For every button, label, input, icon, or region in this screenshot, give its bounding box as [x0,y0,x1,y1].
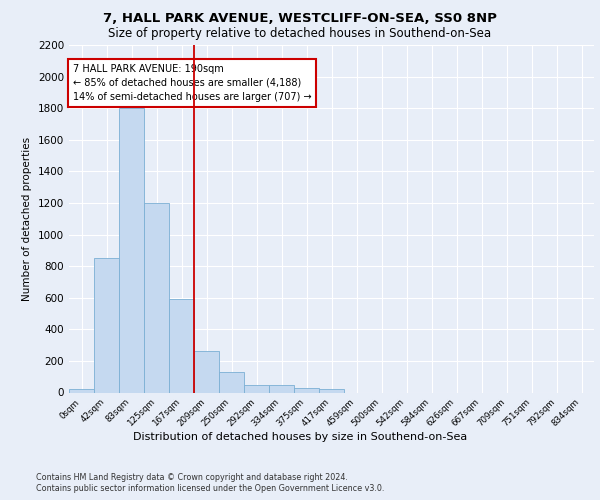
Text: Contains public sector information licensed under the Open Government Licence v3: Contains public sector information licen… [36,484,385,493]
Bar [94,258,119,392]
Y-axis label: Number of detached properties: Number of detached properties [22,136,32,301]
Bar [194,352,219,393]
Bar [119,108,144,393]
Bar [69,388,94,392]
Text: 7, HALL PARK AVENUE, WESTCLIFF-ON-SEA, SS0 8NP: 7, HALL PARK AVENUE, WESTCLIFF-ON-SEA, S… [103,12,497,26]
Bar [169,300,194,392]
Text: Size of property relative to detached houses in Southend-on-Sea: Size of property relative to detached ho… [109,28,491,40]
Text: 7 HALL PARK AVENUE: 190sqm
← 85% of detached houses are smaller (4,188)
14% of s: 7 HALL PARK AVENUE: 190sqm ← 85% of deta… [73,64,311,102]
Bar [144,203,169,392]
Text: Contains HM Land Registry data © Crown copyright and database right 2024.: Contains HM Land Registry data © Crown c… [36,472,348,482]
Bar [219,372,244,392]
Bar [294,388,319,392]
Bar [244,384,269,392]
Text: Distribution of detached houses by size in Southend-on-Sea: Distribution of detached houses by size … [133,432,467,442]
Bar [319,390,344,392]
Bar [269,386,294,392]
